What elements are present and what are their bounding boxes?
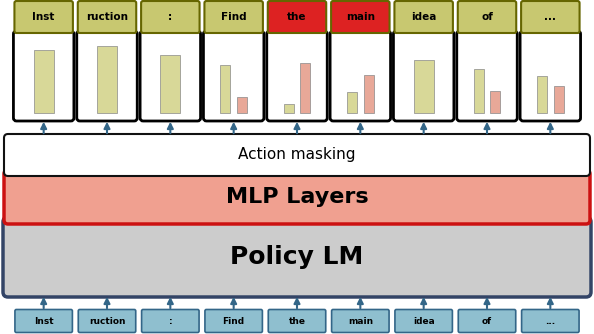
- FancyBboxPatch shape: [4, 134, 590, 176]
- FancyBboxPatch shape: [203, 31, 264, 121]
- FancyBboxPatch shape: [14, 31, 74, 121]
- FancyBboxPatch shape: [458, 1, 516, 33]
- Text: Find: Find: [223, 317, 245, 326]
- FancyBboxPatch shape: [520, 31, 580, 121]
- Text: ...: ...: [545, 317, 555, 326]
- FancyBboxPatch shape: [15, 310, 72, 333]
- Bar: [413, 60, 434, 113]
- FancyBboxPatch shape: [77, 31, 137, 121]
- Text: MLP Layers: MLP Layers: [226, 187, 368, 207]
- Bar: [554, 87, 564, 113]
- FancyBboxPatch shape: [268, 1, 326, 33]
- Text: ruction: ruction: [86, 12, 128, 22]
- FancyBboxPatch shape: [78, 310, 136, 333]
- FancyBboxPatch shape: [140, 31, 201, 121]
- FancyBboxPatch shape: [522, 310, 579, 333]
- FancyBboxPatch shape: [3, 217, 591, 297]
- Bar: [364, 74, 374, 113]
- Text: Action masking: Action masking: [238, 148, 356, 163]
- Bar: [284, 104, 293, 113]
- Text: the: the: [289, 317, 305, 326]
- Bar: [220, 65, 230, 113]
- Bar: [301, 63, 310, 113]
- Text: ...: ...: [544, 12, 557, 22]
- FancyBboxPatch shape: [141, 310, 199, 333]
- Text: main: main: [347, 317, 373, 326]
- Text: main: main: [346, 12, 375, 22]
- Bar: [347, 92, 357, 113]
- Bar: [537, 76, 547, 113]
- Text: Inst: Inst: [33, 12, 55, 22]
- Text: :: :: [168, 12, 172, 22]
- FancyBboxPatch shape: [330, 31, 391, 121]
- Text: of: of: [482, 317, 492, 326]
- Text: :: :: [169, 317, 172, 326]
- Text: the: the: [287, 12, 307, 22]
- FancyBboxPatch shape: [141, 1, 200, 33]
- FancyBboxPatch shape: [457, 31, 517, 121]
- FancyBboxPatch shape: [14, 1, 73, 33]
- Bar: [34, 50, 53, 113]
- FancyBboxPatch shape: [331, 1, 390, 33]
- Bar: [97, 46, 117, 113]
- FancyBboxPatch shape: [267, 31, 327, 121]
- Text: ruction: ruction: [89, 317, 125, 326]
- FancyBboxPatch shape: [394, 1, 453, 33]
- Bar: [160, 55, 181, 113]
- Text: idea: idea: [413, 317, 435, 326]
- FancyBboxPatch shape: [205, 310, 263, 333]
- FancyBboxPatch shape: [204, 1, 263, 33]
- FancyBboxPatch shape: [331, 310, 389, 333]
- FancyBboxPatch shape: [78, 1, 136, 33]
- Text: Policy LM: Policy LM: [230, 245, 364, 269]
- FancyBboxPatch shape: [458, 310, 516, 333]
- FancyBboxPatch shape: [521, 1, 580, 33]
- Bar: [473, 68, 484, 113]
- Text: Find: Find: [221, 12, 247, 22]
- Text: Inst: Inst: [34, 317, 53, 326]
- Bar: [237, 97, 247, 113]
- Text: of: of: [481, 12, 493, 22]
- FancyBboxPatch shape: [395, 310, 453, 333]
- Bar: [490, 91, 500, 113]
- FancyBboxPatch shape: [4, 170, 590, 224]
- Text: idea: idea: [411, 12, 437, 22]
- FancyBboxPatch shape: [268, 310, 326, 333]
- FancyBboxPatch shape: [393, 31, 454, 121]
